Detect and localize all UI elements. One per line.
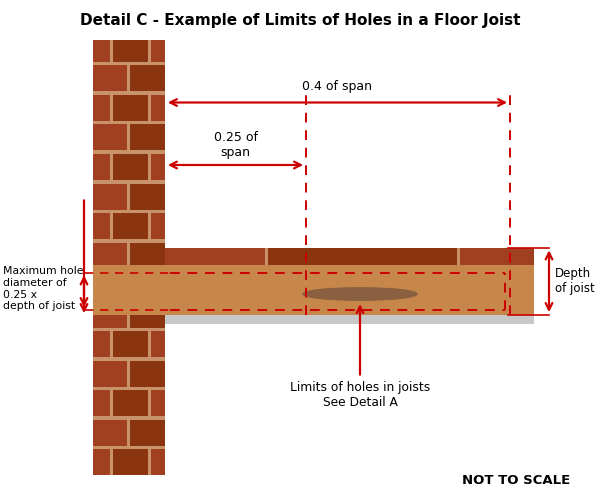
Bar — [151, 272, 165, 298]
Bar — [151, 95, 165, 121]
Bar — [130, 184, 165, 210]
Bar — [113, 40, 148, 62]
Bar — [93, 449, 110, 475]
Bar — [165, 248, 534, 265]
Bar — [113, 272, 148, 298]
Text: 0.4 of span: 0.4 of span — [302, 80, 373, 94]
Text: 0.25 of
span: 0.25 of span — [214, 131, 257, 159]
Bar — [151, 390, 165, 416]
Bar — [165, 315, 534, 324]
Bar — [93, 242, 127, 268]
Bar — [130, 124, 165, 150]
Bar — [113, 154, 148, 180]
Bar — [151, 449, 165, 475]
Bar — [151, 213, 165, 239]
Ellipse shape — [303, 288, 417, 300]
Bar — [151, 331, 165, 357]
Bar — [93, 40, 165, 475]
Text: Maximum hole
diameter of
0.25 x
depth of joist: Maximum hole diameter of 0.25 x depth of… — [3, 266, 83, 311]
Bar — [130, 242, 165, 268]
Text: Depth
of joist: Depth of joist — [555, 267, 595, 295]
Bar — [93, 390, 110, 416]
Bar — [93, 272, 110, 298]
Bar — [93, 360, 127, 386]
Bar — [93, 265, 534, 315]
Bar — [93, 331, 110, 357]
Bar — [130, 420, 165, 446]
Text: NOT TO SCALE: NOT TO SCALE — [462, 474, 570, 488]
Bar — [93, 40, 110, 62]
Bar — [130, 302, 165, 328]
Bar — [93, 154, 110, 180]
Bar — [93, 184, 127, 210]
Bar — [460, 248, 534, 265]
Bar — [151, 154, 165, 180]
Bar — [113, 95, 148, 121]
Bar — [165, 248, 265, 265]
Text: Limits of holes in joists
See Detail A: Limits of holes in joists See Detail A — [290, 382, 430, 409]
Bar — [93, 213, 110, 239]
Bar — [93, 95, 110, 121]
Text: Detail C - Example of Limits of Holes in a Floor Joist: Detail C - Example of Limits of Holes in… — [80, 12, 520, 28]
Bar — [268, 248, 457, 265]
Bar — [130, 66, 165, 92]
Bar — [113, 390, 148, 416]
Bar — [130, 360, 165, 386]
Bar — [113, 331, 148, 357]
Bar — [113, 449, 148, 475]
Bar — [113, 213, 148, 239]
Bar — [93, 124, 127, 150]
Bar — [151, 40, 165, 62]
Bar — [93, 66, 127, 92]
Bar — [93, 302, 127, 328]
Bar — [93, 420, 127, 446]
